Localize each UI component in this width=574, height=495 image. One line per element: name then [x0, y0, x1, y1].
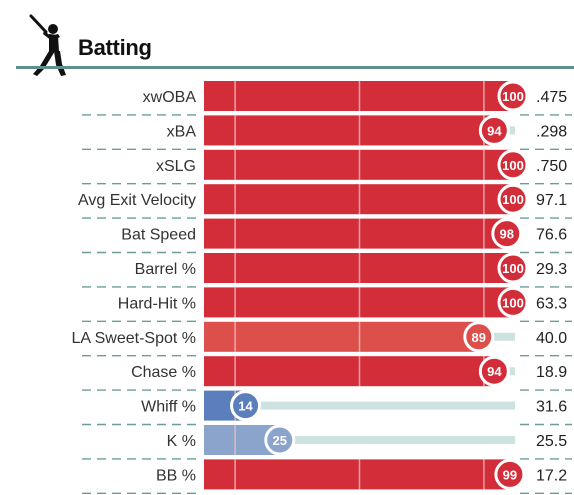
section-header: Batting	[0, 0, 574, 76]
section-title: Batting	[78, 35, 152, 60]
percentile-value: 99	[503, 467, 517, 482]
percentile-circle	[497, 149, 529, 181]
metric-label: Bat Speed	[121, 227, 196, 244]
metric-label: K %	[167, 433, 196, 450]
metric-row: Barrel % 100 29.3	[82, 252, 572, 288]
metric-label: BB %	[156, 467, 196, 484]
percentile-circle	[491, 218, 523, 250]
percentile-circle	[478, 355, 510, 387]
metric-row: Whiff % 14 31.6	[82, 390, 572, 426]
metric-label: Hard-Hit %	[118, 295, 196, 312]
header-underline	[16, 66, 574, 69]
stat-value: 25.5	[536, 433, 567, 450]
metric-label: Chase %	[131, 364, 196, 381]
percentile-value: 100	[502, 89, 524, 104]
stat-value: 17.2	[536, 467, 567, 484]
metric-label: xSLG	[156, 158, 196, 175]
metric-label: LA Sweet-Spot %	[71, 330, 196, 347]
metric-row: BB % 99 17.2	[82, 458, 572, 494]
metric-row: xwOBA 100 .475	[82, 80, 572, 116]
percentile-bar	[204, 459, 512, 490]
stat-value: .750	[536, 158, 567, 175]
percentile-value: 100	[502, 192, 524, 207]
metric-row: Avg Exit Velocity 100 97.1	[78, 183, 572, 219]
stat-value: 97.1	[536, 192, 567, 209]
batter-silhouette-icon	[29, 14, 66, 76]
metric-label: Whiff %	[141, 399, 196, 416]
percentile-value: 25	[273, 433, 287, 448]
stat-value: 76.6	[536, 227, 567, 244]
metric-label: xBA	[167, 123, 197, 140]
percentile-value: 14	[238, 399, 253, 414]
stat-value: 29.3	[536, 261, 567, 278]
percentile-circle	[497, 252, 529, 284]
percentile-circle	[497, 183, 529, 215]
percentile-circle	[497, 80, 529, 112]
metric-label: Barrel %	[135, 261, 196, 278]
metric-label: Avg Exit Velocity	[78, 192, 196, 209]
percentile-circle	[230, 390, 262, 422]
metric-row: Hard-Hit % 100 63.3	[82, 286, 572, 322]
stat-value: .475	[536, 89, 567, 106]
percentile-value: 100	[502, 158, 524, 173]
stat-value: .298	[536, 123, 567, 140]
percentile-bar	[204, 356, 497, 387]
percentile-value: 100	[502, 295, 524, 310]
metric-row: LA Sweet-Spot % 89 40.0	[71, 321, 572, 357]
metric-row: xBA 94 .298	[82, 114, 572, 151]
stat-value: 40.0	[536, 330, 567, 347]
percentile-bar	[204, 115, 497, 146]
percentile-circle	[463, 321, 495, 353]
metric-row: K % 25 25.5	[82, 424, 572, 460]
percentile-circle	[497, 286, 529, 318]
percentile-value: 89	[472, 330, 486, 345]
percentile-circle	[264, 424, 296, 456]
metric-row: xSLG 100 .750	[82, 149, 572, 185]
metric-row: Bat Speed 98 76.6	[82, 218, 572, 254]
metric-row: Chase % 94 18.9	[82, 355, 572, 391]
percentile-value: 94	[487, 364, 502, 379]
percentile-value: 100	[502, 261, 524, 276]
metric-label: xwOBA	[143, 89, 197, 106]
stat-value: 63.3	[536, 295, 567, 312]
percentile-value: 94	[487, 123, 502, 138]
stat-value: 18.9	[536, 364, 567, 381]
stat-value: 31.6	[536, 399, 567, 416]
percentile-circle	[478, 114, 510, 146]
percentile-bar	[204, 218, 509, 249]
percentile-value: 98	[500, 227, 514, 242]
percentile-bar	[204, 321, 481, 352]
percentile-circle	[494, 458, 526, 490]
